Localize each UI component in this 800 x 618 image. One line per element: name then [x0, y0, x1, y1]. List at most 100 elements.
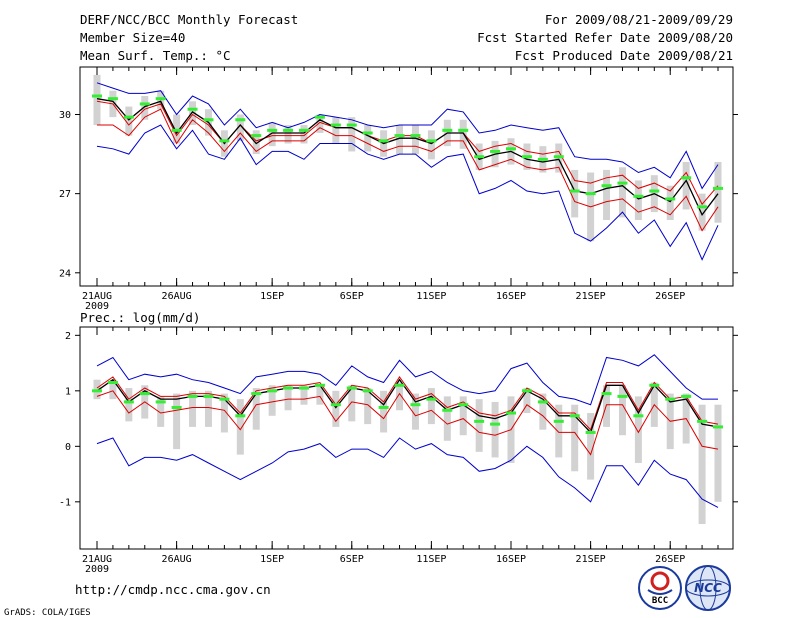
- x-tick-label: 21AUG: [82, 291, 112, 302]
- forecast-start-date: Fcst Started Refer Date 2009/08/20: [477, 30, 733, 45]
- spread-box: [491, 401, 499, 458]
- member-marker: [235, 118, 246, 122]
- x-tick-label: 6SEP: [340, 554, 364, 565]
- member-marker: [394, 383, 405, 387]
- member-marker: [314, 383, 325, 387]
- member-marker: [665, 197, 676, 201]
- spread-box: [396, 382, 404, 411]
- spread-box: [571, 404, 579, 472]
- spread-box: [348, 385, 356, 422]
- member-marker: [553, 155, 564, 159]
- member-marker: [267, 128, 278, 132]
- spread-box: [284, 125, 292, 144]
- member-marker: [713, 425, 723, 429]
- member-marker: [713, 186, 723, 190]
- member-marker: [506, 147, 516, 151]
- member-marker: [553, 419, 564, 423]
- member-marker: [187, 107, 198, 111]
- x-tick-label: 11SEP: [416, 291, 446, 302]
- member-marker: [537, 157, 548, 161]
- spread-box: [618, 385, 626, 436]
- outer-lower-line: [96, 437, 719, 508]
- spread-box: [141, 96, 149, 120]
- x-tick-label: 21SEP: [576, 554, 606, 565]
- member-marker: [107, 381, 118, 384]
- x-tick-label: 1SEP: [260, 554, 284, 565]
- member-marker: [139, 392, 150, 396]
- forecast-period: For 2009/08/21-2009/09/29: [545, 12, 733, 27]
- spread-box: [300, 385, 308, 405]
- y-tick-label: 2: [65, 331, 71, 342]
- member-marker: [585, 430, 596, 434]
- spread-box: [634, 180, 642, 221]
- member-marker: [617, 181, 628, 185]
- forecast-produced-date: Fcst Produced Date 2009/08/21: [515, 48, 733, 63]
- spread-box: [189, 101, 197, 126]
- member-marker: [458, 403, 469, 407]
- member-marker: [299, 386, 309, 390]
- spread-box: [411, 125, 419, 155]
- member-marker: [649, 383, 660, 387]
- spread-box: [332, 117, 340, 144]
- spread-box: [587, 413, 595, 480]
- spread-box: [300, 125, 308, 144]
- spread-box: [236, 399, 244, 455]
- spread-box: [618, 167, 626, 218]
- member-marker: [649, 189, 660, 193]
- inner-lower-line: [96, 390, 719, 456]
- member-marker: [490, 422, 501, 426]
- spread-box: [571, 169, 579, 218]
- member-marker: [537, 400, 548, 404]
- member-marker: [314, 115, 325, 119]
- x-tick-label: 16SEP: [496, 554, 526, 565]
- y-tick-label: 0: [65, 442, 71, 453]
- member-marker: [235, 414, 246, 418]
- temperature-panel: 24 27 30 21AUG 26AUG 1SEP 6SEP 11SEP 16SEP 21SEP 2…: [59, 66, 738, 312]
- spread-box: [157, 396, 165, 427]
- spread-box: [411, 393, 419, 430]
- member-marker: [410, 134, 421, 138]
- spread-box: [332, 390, 340, 427]
- y-tick-label: 1: [65, 386, 71, 397]
- x-tick-label: 6SEP: [340, 291, 364, 302]
- member-marker: [123, 400, 134, 404]
- member-marker: [697, 419, 708, 423]
- spread-box: [316, 385, 324, 405]
- ncc-logo: NCC: [685, 565, 731, 611]
- member-marker: [394, 134, 405, 138]
- member-marker: [474, 155, 485, 159]
- member-marker: [521, 389, 532, 393]
- member-marker: [617, 394, 628, 398]
- spread-box: [220, 393, 228, 433]
- spread-box: [268, 122, 276, 147]
- y-tick-label: -1: [59, 497, 71, 508]
- member-marker: [219, 397, 230, 401]
- x-tick-label: 26AUG: [162, 554, 192, 565]
- member-marker: [171, 405, 182, 409]
- member-marker: [490, 149, 501, 153]
- plot-frame: [79, 326, 734, 550]
- x-tick-label: 1SEP: [260, 291, 284, 302]
- spread-box: [316, 114, 324, 133]
- x-tick-label: 11SEP: [416, 554, 446, 565]
- spread-box: [364, 125, 372, 152]
- spread-box: [109, 379, 117, 400]
- x-tick-label: 26SEP: [655, 291, 685, 302]
- member-marker: [426, 397, 437, 401]
- ncc-logo-text: NCC: [694, 581, 722, 595]
- inner-upper-line: [96, 100, 719, 206]
- spread-box: [268, 385, 276, 416]
- spread-box: [173, 393, 181, 450]
- spread-box: [427, 130, 435, 160]
- spread-box: [125, 388, 133, 422]
- member-marker: [633, 414, 644, 418]
- member-marker: [601, 392, 612, 396]
- x-year-label: 2009: [85, 301, 109, 312]
- member-marker: [458, 128, 469, 132]
- member-marker: [569, 189, 580, 193]
- inner-lower-line: [97, 108, 719, 232]
- plot-frame: [79, 66, 734, 287]
- spread-box: [714, 161, 722, 223]
- member-marker: [139, 102, 150, 106]
